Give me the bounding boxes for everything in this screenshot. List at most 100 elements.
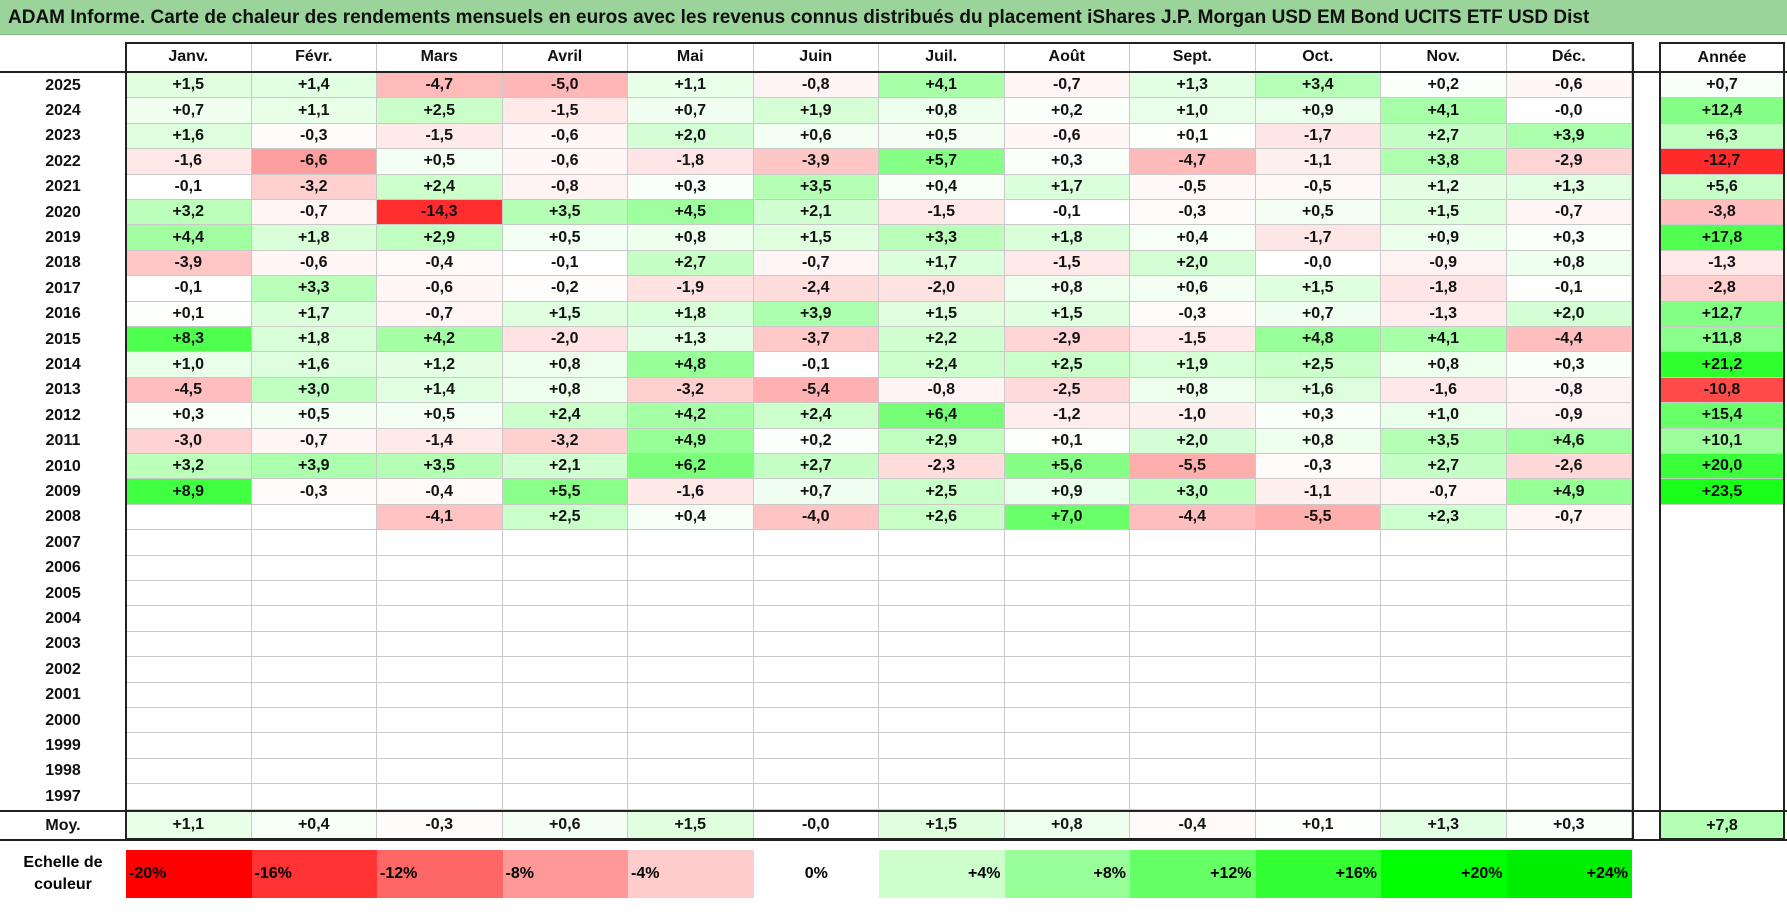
heatmap-cell: -0,7 bbox=[753, 250, 879, 277]
heatmap-cell: +0,2 bbox=[1381, 73, 1507, 99]
heatmap-cell: -14,3 bbox=[377, 200, 503, 226]
heatmap-cell: +4,1 bbox=[1381, 327, 1507, 353]
year-label: 1999 bbox=[0, 733, 126, 759]
heatmap-cell bbox=[1255, 631, 1381, 658]
heatmap-cell: +2,1 bbox=[753, 200, 879, 226]
heatmap-cell bbox=[1004, 733, 1130, 759]
heatmap-cell bbox=[753, 784, 879, 810]
heatmap-cell: -3,2 bbox=[502, 428, 628, 454]
heatmap-cell: -4,5 bbox=[126, 377, 252, 404]
heatmap-cell: +5,5 bbox=[502, 479, 628, 505]
heatmap-cell: +1,0 bbox=[1130, 98, 1256, 124]
heatmap-cell: +2,5 bbox=[879, 479, 1005, 505]
heatmap-cell: +3,9 bbox=[753, 301, 879, 327]
heatmap-cell bbox=[1130, 682, 1256, 708]
heatmap-cell bbox=[126, 555, 252, 581]
heatmap-cell: +2,3 bbox=[1381, 504, 1507, 531]
year-label: 2008 bbox=[0, 504, 126, 531]
heatmap-cell: -0,1 bbox=[1506, 276, 1632, 302]
heatmap-cell bbox=[1004, 581, 1130, 607]
heatmap-cell: +0,7 bbox=[1255, 301, 1381, 327]
month-header: Juil. bbox=[879, 43, 1005, 72]
average-cell: +1,3 bbox=[1381, 812, 1507, 839]
year-label: 2003 bbox=[0, 631, 126, 658]
annual-cell bbox=[1660, 682, 1784, 708]
year-label: 2014 bbox=[0, 352, 126, 378]
heatmap-cell: -0,7 bbox=[251, 428, 377, 454]
heatmap-cell: -0,6 bbox=[377, 276, 503, 302]
heatmap-cell bbox=[251, 555, 377, 581]
annual-cell: +15,4 bbox=[1660, 403, 1784, 429]
year-label: 1997 bbox=[0, 784, 126, 810]
heatmap-cell bbox=[1255, 784, 1381, 810]
heatmap-cell bbox=[753, 657, 879, 683]
average-cell: +1,1 bbox=[126, 812, 252, 839]
color-scale-stop: -4% bbox=[628, 850, 754, 898]
heatmap-cell bbox=[1381, 555, 1507, 581]
heatmap-cell: +1,5 bbox=[753, 225, 879, 251]
heatmap-cell bbox=[753, 606, 879, 632]
heatmap-cell bbox=[753, 555, 879, 581]
heatmap-cell: +1,5 bbox=[502, 301, 628, 327]
heatmap-cell bbox=[502, 555, 628, 581]
heatmap-cell bbox=[628, 682, 754, 708]
heatmap-cell: +2,0 bbox=[1130, 250, 1256, 277]
heatmap-cell: +0,5 bbox=[377, 403, 503, 429]
heatmap-cell bbox=[879, 657, 1005, 683]
heatmap-cell bbox=[126, 504, 252, 531]
heatmap-cell bbox=[1381, 657, 1507, 683]
heatmap-cell bbox=[1255, 758, 1381, 785]
heatmap-cell: +0,8 bbox=[502, 377, 628, 404]
heatmap-cell bbox=[126, 758, 252, 785]
heatmap-cell bbox=[1255, 555, 1381, 581]
heatmap-cell bbox=[1004, 758, 1130, 785]
heatmap-cell bbox=[251, 606, 377, 632]
heatmap-cell bbox=[377, 682, 503, 708]
heatmap-cell: +1,6 bbox=[126, 123, 252, 150]
heatmap-cell bbox=[502, 581, 628, 607]
year-column-header: Année bbox=[1660, 43, 1784, 72]
average-cell: -0,4 bbox=[1130, 812, 1256, 839]
heatmap-cell: -4,1 bbox=[377, 504, 503, 531]
heatmap-cell: -0,3 bbox=[1130, 301, 1256, 327]
heatmap-cell: -4,0 bbox=[753, 504, 879, 531]
heatmap-cell: -0,6 bbox=[502, 123, 628, 150]
heatmap-cell bbox=[1004, 682, 1130, 708]
color-scale-stop: -8% bbox=[502, 850, 628, 898]
heatmap-cell: +6,2 bbox=[628, 454, 754, 480]
heatmap-cell: +8,9 bbox=[126, 479, 252, 505]
heatmap-cell bbox=[1255, 733, 1381, 759]
heatmap-cell: +1,9 bbox=[753, 98, 879, 124]
heatmap-cell bbox=[1255, 657, 1381, 683]
annual-cell: +12,7 bbox=[1660, 301, 1784, 327]
year-label: 2010 bbox=[0, 454, 126, 480]
heatmap-cell: +2,7 bbox=[1381, 123, 1507, 150]
heatmap-cell: +0,7 bbox=[753, 479, 879, 505]
color-scale-stop: -12% bbox=[377, 850, 503, 898]
heatmap-cell: +0,5 bbox=[502, 225, 628, 251]
heatmap-cell: +1,6 bbox=[251, 352, 377, 378]
heatmap-cell: +6,4 bbox=[879, 403, 1005, 429]
heatmap-cell: +2,5 bbox=[377, 98, 503, 124]
year-label: 2000 bbox=[0, 708, 126, 734]
separator-line bbox=[0, 839, 1787, 841]
heatmap-cell bbox=[1130, 530, 1256, 556]
heatmap-cell bbox=[502, 784, 628, 810]
annual-cell: +0,7 bbox=[1660, 73, 1784, 99]
heatmap-cell: -0,4 bbox=[377, 250, 503, 277]
heatmap-cell bbox=[1381, 708, 1507, 734]
heatmap-cell: +0,6 bbox=[1130, 276, 1256, 302]
heatmap-cell bbox=[879, 784, 1005, 810]
heatmap-cell: -0,3 bbox=[1255, 454, 1381, 480]
heatmap-cell bbox=[628, 708, 754, 734]
heatmap-cell: +0,5 bbox=[251, 403, 377, 429]
heatmap-cell: +1,5 bbox=[1004, 301, 1130, 327]
heatmap-cell: +0,8 bbox=[1381, 352, 1507, 378]
heatmap-cell bbox=[251, 581, 377, 607]
heatmap-cell: +3,5 bbox=[502, 200, 628, 226]
report-title: ADAM Informe. Carte de chaleur des rende… bbox=[0, 0, 1787, 35]
heatmap-cell bbox=[1381, 581, 1507, 607]
heatmap-cell: -3,2 bbox=[251, 174, 377, 200]
color-scale-stop: +16% bbox=[1255, 850, 1381, 898]
heatmap-cell bbox=[126, 708, 252, 734]
